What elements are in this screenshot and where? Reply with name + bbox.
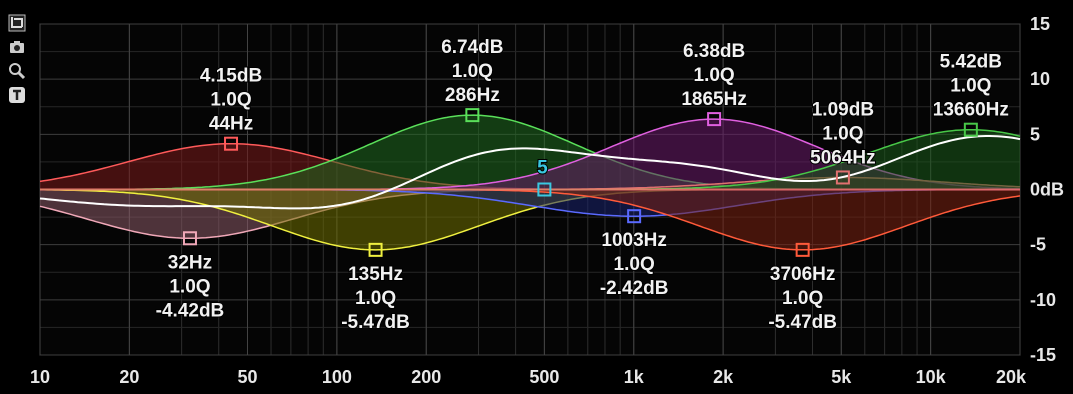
y-tick-label: 5 (1030, 124, 1040, 144)
band-handle-5[interactable] (537, 182, 552, 197)
x-tick-label: 50 (237, 367, 257, 387)
band-label-10-line-3: 13660Hz (933, 100, 1009, 121)
band-label-1-line-1: 32Hz (168, 252, 212, 273)
band-fill-4 (40, 115, 1020, 190)
band-label-8-line-2: 1.0Q (782, 288, 823, 309)
band-label-2-line-2: 1.0Q (210, 90, 251, 111)
x-tick-label: 2k (713, 367, 734, 387)
band-handle-8[interactable] (795, 242, 810, 257)
band-label-6-line-2: 1.0Q (614, 254, 655, 275)
x-tick-label: 1k (624, 367, 645, 387)
band-label-9-line-3: 5064Hz (810, 147, 876, 168)
band-fill-3 (40, 189, 1020, 250)
band-label-8-line-3: -5.47dB (768, 312, 837, 333)
band-label-5: 5 (537, 158, 548, 179)
x-tick-label: 100 (322, 367, 352, 387)
x-tick-label: 200 (411, 367, 441, 387)
band-label-6-line-3: -2.42dB (600, 278, 669, 299)
band-handle-6[interactable] (627, 209, 642, 224)
band-handle-3[interactable] (368, 242, 383, 257)
band-label-10-line-1: 5.42dB (940, 52, 1002, 73)
band-label-9-line-2: 1.0Q (822, 123, 863, 144)
crop-icon[interactable] (8, 14, 26, 32)
band-label-7-line-1: 6.38dB (683, 41, 745, 62)
band-label-3-line-2: 1.0Q (355, 288, 396, 309)
band-handle-10[interactable] (963, 122, 978, 137)
band-label-7-line-3: 1865Hz (681, 89, 747, 110)
text-icon[interactable] (8, 86, 26, 104)
band-label-6-line-1: 1003Hz (601, 230, 667, 251)
x-tick-label: 500 (529, 367, 559, 387)
band-fill-7 (40, 119, 1020, 190)
y-tick-label: 15 (1030, 14, 1050, 34)
band-label-8-line-1: 3706Hz (770, 264, 836, 285)
band-label-10-line-2: 1.0Q (950, 76, 991, 97)
x-tick-label: 20k (996, 367, 1027, 387)
band-label-4-line-1: 6.74dB (441, 37, 503, 58)
band-label-1-line-2: 1.0Q (169, 276, 210, 297)
chart-toolbar (8, 14, 34, 110)
zoom-icon[interactable] (8, 62, 26, 80)
band-label-7-line-2: 1.0Q (694, 65, 735, 86)
band-fill-10 (40, 129, 1020, 190)
band-label-3-line-1: 135Hz (348, 264, 403, 285)
band-label-1-line-3: -4.42dB (156, 300, 225, 321)
band-label-4-line-3: 286Hz (445, 85, 500, 106)
y-tick-label: 10 (1030, 69, 1050, 89)
band-fill-8 (40, 189, 1020, 250)
band-handle-9[interactable] (835, 170, 850, 185)
y-tick-label: -5 (1030, 235, 1046, 255)
band-label-4-line-2: 1.0Q (452, 61, 493, 82)
y-tick-label: -10 (1030, 290, 1056, 310)
band-handle-1[interactable] (182, 231, 197, 246)
band-label-2-line-1: 4.15dB (200, 66, 262, 87)
band-handle-4[interactable] (465, 108, 480, 123)
camera-icon[interactable] (8, 38, 26, 56)
y-tick-label: -15 (1030, 345, 1056, 365)
x-tick-label: 5k (831, 367, 852, 387)
band-label-9-line-1: 1.09dB (812, 99, 874, 120)
x-tick-label: 10k (916, 367, 947, 387)
band-label-2-line-3: 44Hz (209, 114, 253, 135)
x-tick-label: 10 (30, 367, 50, 387)
x-tick-label: 20 (119, 367, 139, 387)
band-handle-2[interactable] (224, 136, 239, 151)
band-label-3-line-3: -5.47dB (341, 312, 410, 333)
y-tick-label: 0dB (1030, 180, 1064, 200)
band-handle-7[interactable] (707, 112, 722, 127)
sum-curve (39, 135, 1021, 210)
